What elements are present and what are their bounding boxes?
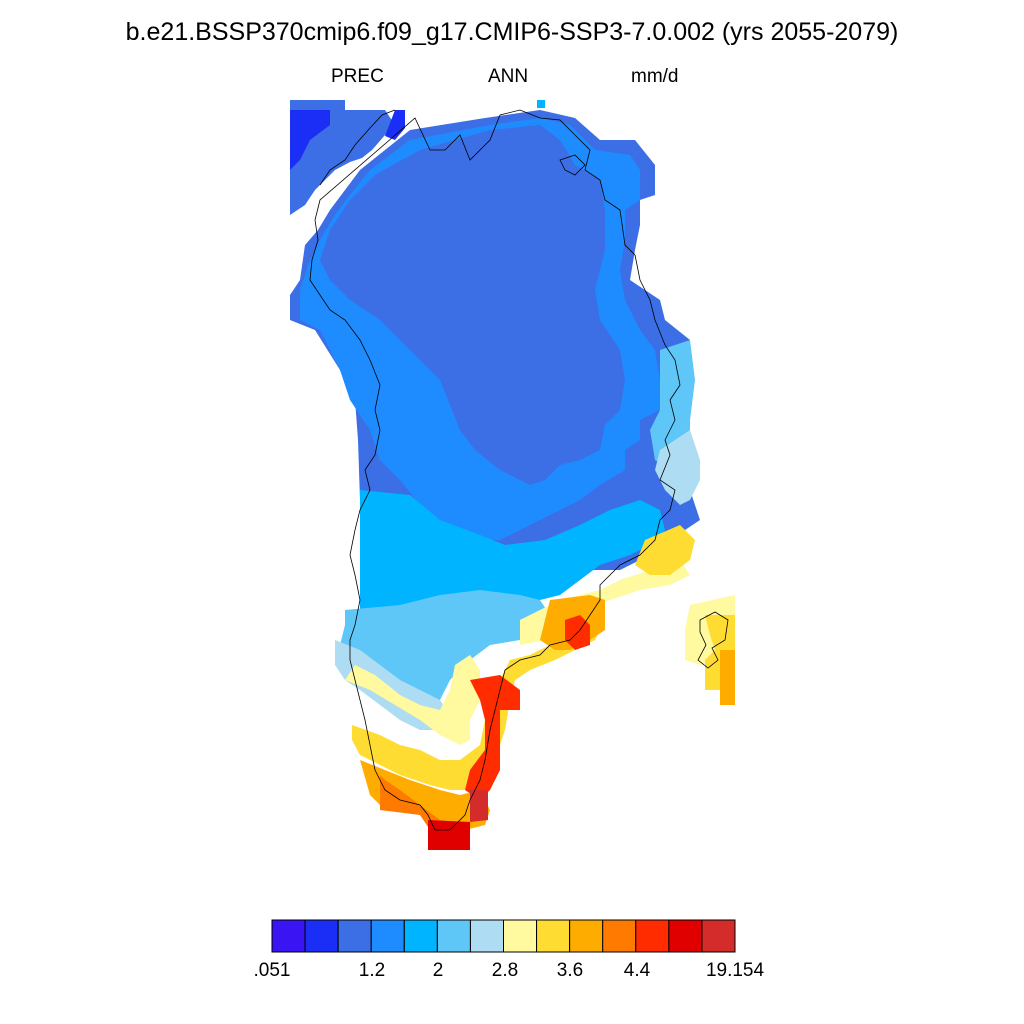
colorbar-swatch [635,919,670,953]
colorbar-swatch [701,919,736,953]
region-ne-fleck [537,100,545,108]
colorbar-swatch [503,919,538,953]
region-tip-crimson [428,820,470,850]
variable-label: PREC [331,66,384,87]
region-tip-orange [360,760,490,830]
colorbar-swatch [602,919,637,953]
colorbar-swatch [436,919,471,953]
region-central-south [360,490,665,610]
region-e-yellow [635,525,695,575]
precip-field [290,100,735,850]
colorbar-swatch [469,919,504,953]
region-nw-core [290,110,330,170]
coastline [309,109,729,831]
colorbar-swatch [304,919,339,953]
region-tip-red [465,675,520,800]
units-label: mm/d [631,66,679,87]
colorbar-tick-label: .051 [253,960,291,981]
colorbar-swatch [271,919,306,953]
region-south-mid [340,590,550,700]
colorbar-swatch [403,919,438,953]
colorbar-tick-label: 3.6 [556,960,584,981]
region-se-yellow [520,560,690,645]
region-north-core [320,125,625,485]
colorbar-swatch [569,919,604,953]
region-tip-yellow [345,655,480,745]
colorbar [271,919,736,953]
colorbar-tick-label: 4.4 [623,960,651,981]
colorbar-tick-label: 2 [432,960,444,981]
region-island-orange [720,650,735,705]
region-east-coast-pale [655,430,700,505]
colorbar-swatch [668,919,703,953]
season-label: ANN [488,66,529,87]
region-tip-gold [352,600,605,790]
region-nw-strip [385,110,405,140]
region-tip-darkest [470,790,488,822]
colorbar-tick-label: 2.8 [491,960,519,981]
colorbar-tick-label: 1.2 [358,960,386,981]
colorbar-tick-label: 19.154 [705,960,765,981]
plot-title: b.e21.BSSP370cmip6.f09_g17.CMIP6-SSP3-7.… [125,18,899,46]
colorbar-swatch [337,919,372,953]
colorbar-swatch [536,919,571,953]
colorbar-swatch [370,919,405,953]
